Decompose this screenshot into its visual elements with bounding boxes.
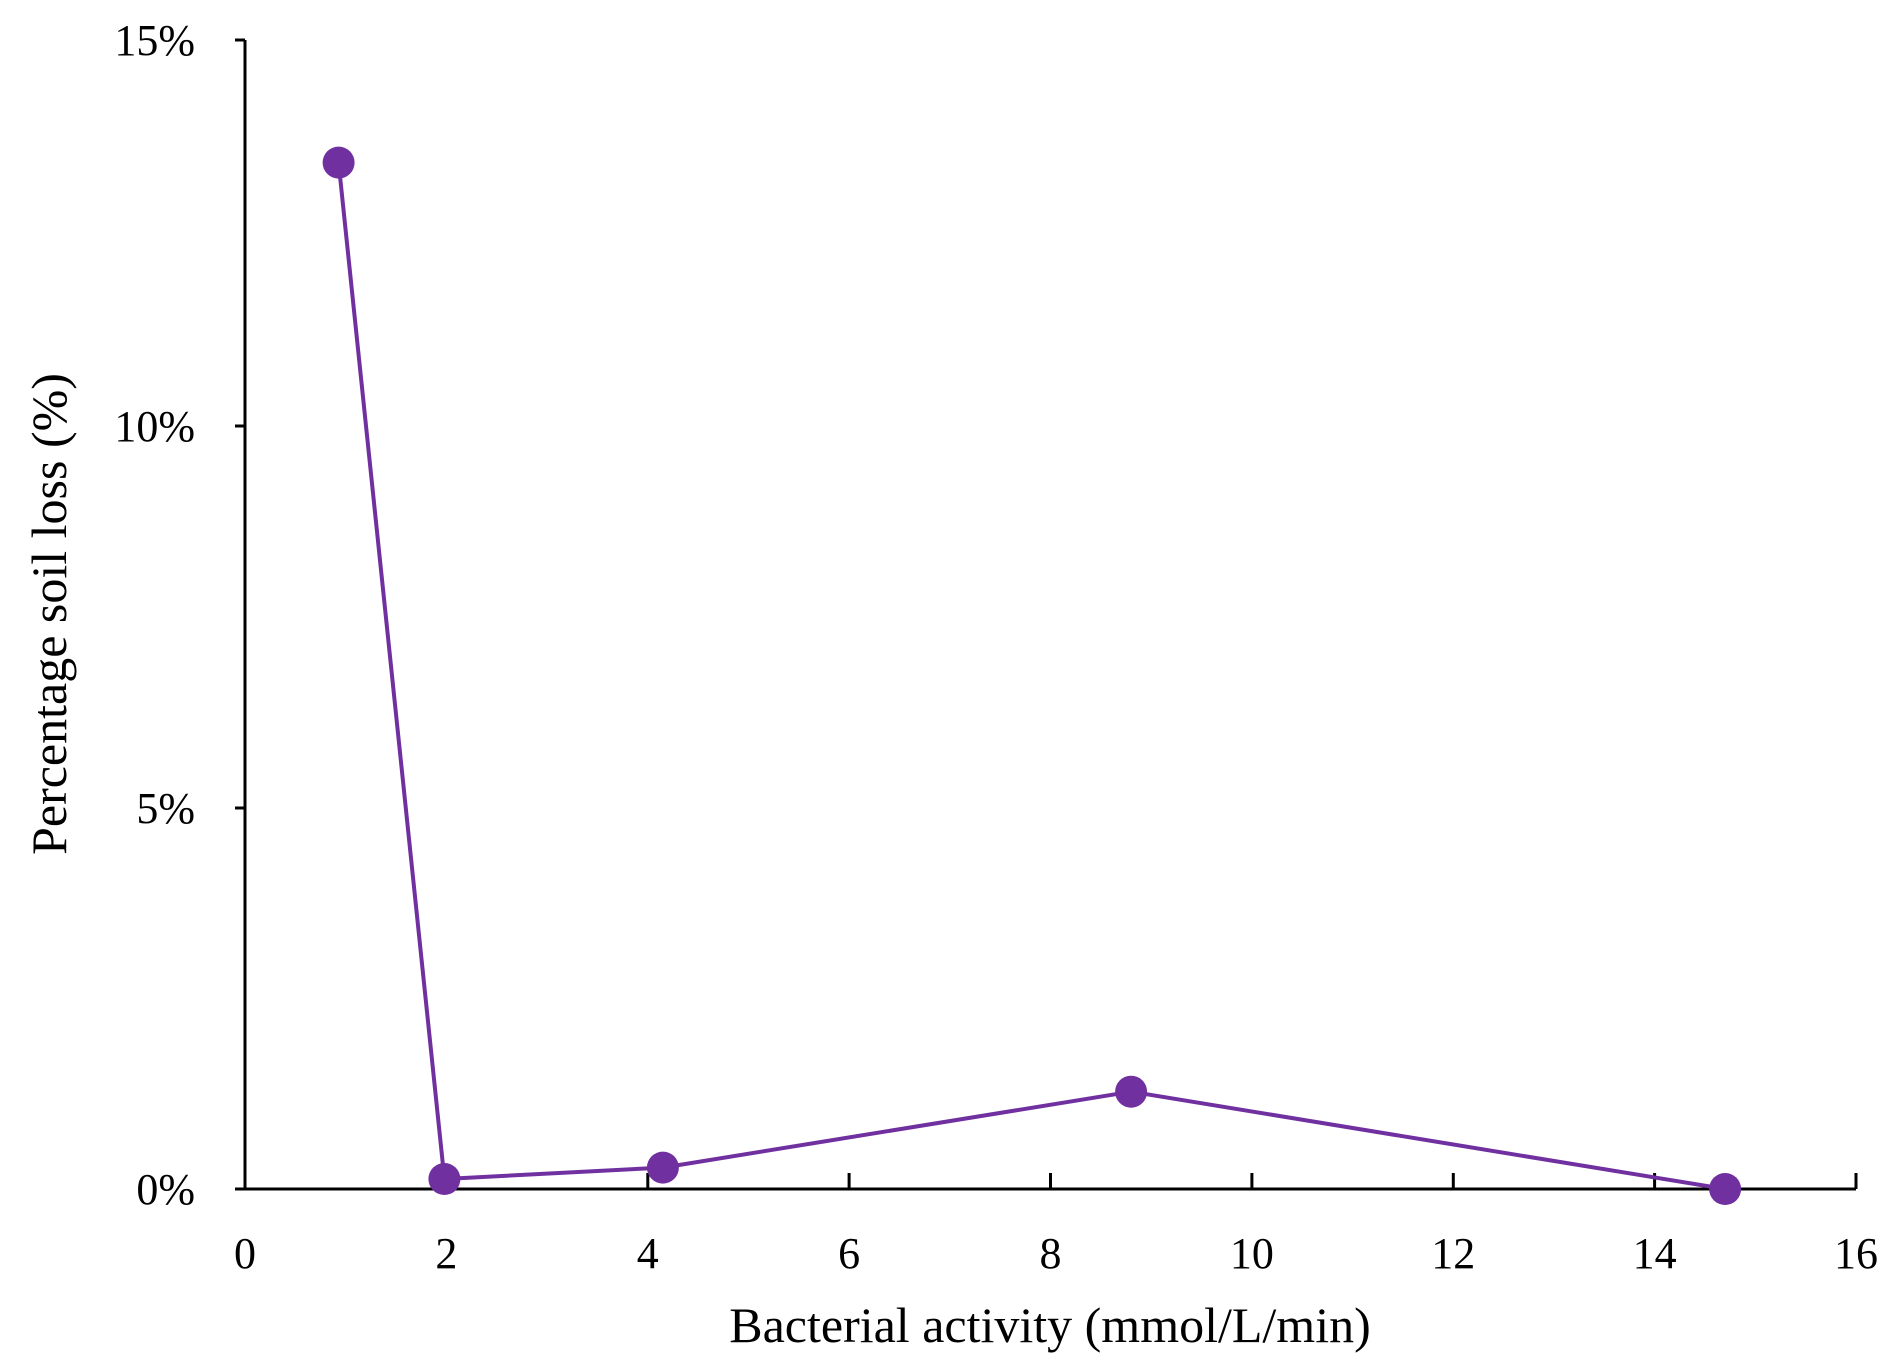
x-tick-label: 14 (1633, 1229, 1677, 1278)
x-tick-label: 10 (1230, 1229, 1274, 1278)
x-tick-label: 6 (838, 1229, 860, 1278)
x-axis: 0 2 4 6 8 10 12 14 16 (234, 1173, 1878, 1278)
y-tick-label: 10% (114, 402, 195, 451)
y-tick-label: 15% (114, 16, 195, 65)
data-point (428, 1163, 461, 1195)
y-axis-title: Percentage soil loss (%) (21, 373, 77, 855)
x-tick-label: 16 (1834, 1229, 1878, 1278)
x-tick-label: 0 (234, 1229, 256, 1278)
x-axis-title: Bacterial activity (mmol/L/min) (729, 1297, 1370, 1353)
data-point (322, 146, 355, 179)
y-tick-label: 0% (136, 1165, 195, 1214)
y-tick-label: 5% (136, 784, 195, 833)
x-tick-label: 12 (1431, 1229, 1475, 1278)
x-tick-label: 8 (1040, 1229, 1062, 1278)
data-point (646, 1151, 679, 1184)
data-point (1709, 1173, 1742, 1205)
x-tick-label: 2 (435, 1229, 457, 1278)
data-point (1115, 1075, 1148, 1108)
series-line (336, 162, 1726, 1191)
x-tick-label: 4 (637, 1229, 659, 1278)
series-layer (322, 146, 1742, 1205)
y-axis: 15% 10% 5% 0% (114, 16, 247, 1214)
